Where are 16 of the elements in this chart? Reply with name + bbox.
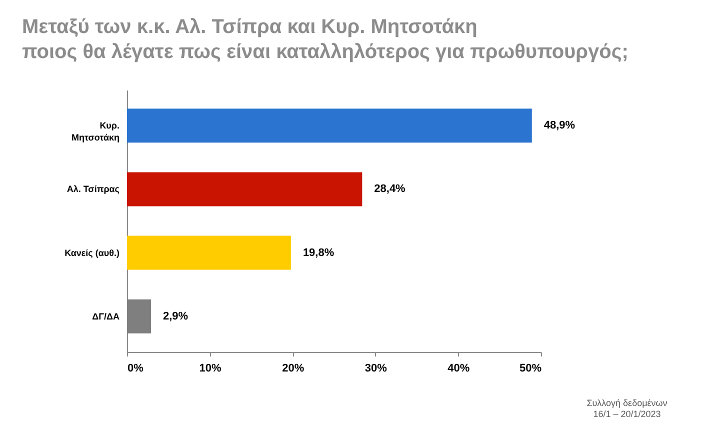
x-tick-label: 10% [199,362,222,374]
y-tick-label: Κανείς (αυθ.) [64,248,120,258]
x-tick-label: 30% [364,362,388,374]
y-tick-label: Κυρ. Μητσοτάκη [72,120,120,143]
y-tick-label: Αλ. Τσίπρας [66,184,120,194]
text: Συλλογή δεδομένων 16/1 – 20/1/2023 [586,398,668,419]
data-label: 28,4% [374,183,406,196]
x-tick-label: 20% [282,362,304,374]
x-tick-label: 50% [519,362,542,374]
data-label: 2,9% [163,310,188,322]
x-tick-label: 0% [128,362,144,374]
data-label: 19,8% [302,246,334,259]
data-label: 48,9% [544,120,576,132]
x-tick-label: 40% [448,362,470,374]
chart-title: Μεταξύ των κ.κ. Αλ. Τσίπρα και Κυρ. Μητσοτάκη ποιος θα λέγατε πως είναι καταλληλότερος για πρωθυπουργός; [22,16,628,63]
y-tick-label: ΔΓ/ΔΑ [92,311,120,322]
